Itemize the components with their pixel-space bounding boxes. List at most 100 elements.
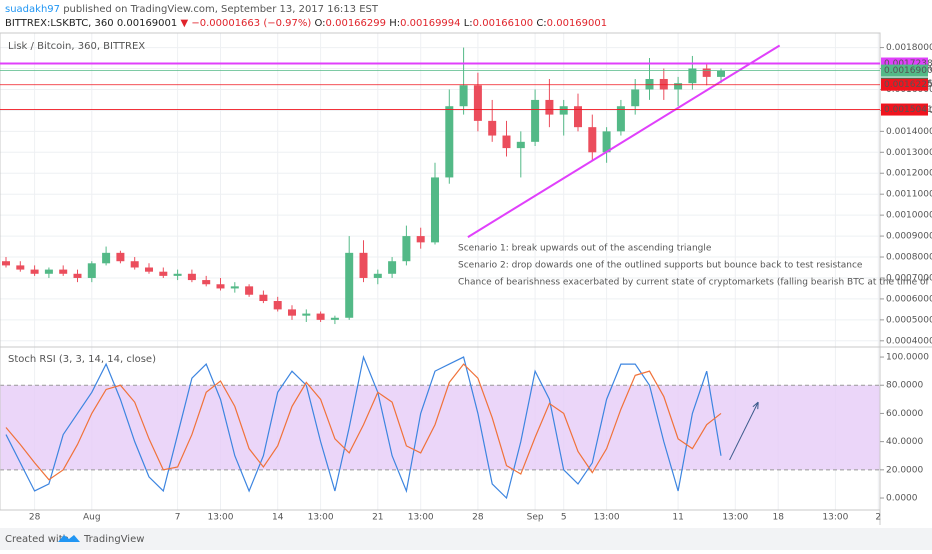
candle-body: [702, 68, 711, 77]
price-box-label: 0.00162259: [884, 80, 932, 90]
ohlc-value: 0.00169994: [400, 18, 460, 29]
candle-body: [187, 273, 196, 281]
candle-body: [73, 273, 82, 278]
stoch-line: [5, 363, 722, 481]
ohlc-label: H:: [389, 18, 400, 29]
stoch-line: [5, 354, 722, 500]
footer-brand[interactable]: TradingView: [83, 534, 144, 545]
candle-body: [145, 267, 153, 272]
x-tick-label: 5: [561, 513, 567, 523]
x-tick-label: 13:00: [208, 513, 234, 523]
x-tick-label: 11: [672, 513, 683, 523]
candle-body: [202, 280, 211, 285]
x-tick-label: 2: [875, 513, 881, 523]
candle-body: [717, 70, 725, 77]
candle-body: [559, 106, 568, 115]
ohlc-label: L:: [464, 18, 473, 29]
x-tick-label: 28: [472, 513, 484, 523]
x-tick-label: 18: [772, 513, 784, 523]
x-tick-label: 7: [175, 513, 181, 523]
x-tick-label: 21: [372, 513, 383, 523]
x-tick-label: 28: [29, 513, 41, 523]
x-tick-label: 13:00: [308, 513, 334, 523]
candle-body: [459, 85, 468, 107]
arrow: [729, 401, 759, 461]
candle-body: [445, 106, 454, 178]
price-box-label: 0.00172381: [884, 59, 932, 69]
x-tick-label: 13:00: [822, 513, 848, 523]
indicator-title: Stoch RSI (3, 3, 14, 14, close): [8, 354, 156, 365]
ohlc-value: 0.00166299: [326, 18, 386, 29]
x-tick-label: Aug: [83, 513, 101, 523]
y-tick-label: 0.0000: [886, 494, 918, 504]
candle-body: [330, 317, 339, 320]
price-box-label: 0.00169001: [884, 66, 932, 76]
x-tick-label: 13:00: [594, 513, 620, 523]
pane-title: Lisk / Bitcoin, 360, BITTREX: [8, 41, 145, 52]
y-tick-label: 80.0000: [886, 381, 923, 391]
price-box: [881, 103, 928, 116]
ohlc-label: O:: [314, 18, 325, 29]
price-box: [881, 78, 928, 91]
candle-body: [659, 78, 668, 90]
published: published on TradingView.com, September …: [63, 4, 379, 15]
price-box-label: 0.00150412: [884, 105, 932, 115]
candle-body: [631, 89, 640, 107]
candle-body: [531, 99, 540, 142]
candle-body: [545, 99, 554, 115]
candle-body: [259, 294, 268, 302]
annotation: Scenario 2: drop dowards one of the outl…: [458, 261, 863, 271]
last-price: 0.00169001: [117, 18, 177, 29]
price-box: [881, 64, 928, 77]
footer-bar: [0, 528, 932, 550]
candle-body: [2, 261, 10, 266]
candle-body: [230, 286, 239, 289]
annotation: Chance of bearishness exacerbated by cur…: [458, 278, 932, 288]
header-line-2: BITTREX:LSKBTC, 360 0.00169001 ▼ −0.0000…: [5, 18, 607, 29]
ohlc-label: C:: [536, 18, 546, 29]
candle-body: [87, 263, 96, 278]
arrow-head: [752, 401, 759, 410]
footer-text: Created with: [5, 534, 69, 545]
candle-body: [44, 269, 53, 274]
candle-body: [102, 252, 111, 264]
candle-body: [488, 120, 497, 136]
candle-body: [574, 106, 582, 128]
y-tick-label: 60.0000: [886, 409, 923, 419]
candle-body: [502, 135, 511, 149]
brand-logo: [58, 535, 80, 542]
candle-body: [373, 273, 382, 278]
x-tick-label: 13:00: [408, 513, 434, 523]
candle-body: [216, 284, 225, 289]
candle-body: [674, 83, 683, 90]
candle-body: [688, 68, 697, 84]
x-tick-label: Sep: [527, 513, 544, 523]
author[interactable]: suadakh97: [5, 4, 60, 15]
candle-body: [416, 236, 425, 243]
x-tick-label: 14: [272, 513, 284, 523]
candle-body: [16, 265, 25, 270]
candle-body: [173, 273, 182, 276]
candle-body: [316, 313, 325, 320]
header-line-1: suadakh97 published on TradingView.com, …: [5, 4, 379, 15]
plot-area: [0, 33, 880, 510]
candle-body: [345, 252, 354, 318]
candle-body: [402, 236, 411, 262]
y-tick-label: 100.0000: [886, 353, 929, 363]
candle-body: [588, 127, 597, 153]
candle-body: [302, 313, 311, 316]
candle-body: [59, 269, 68, 274]
candle-body: [288, 309, 296, 316]
candle-body: [30, 269, 39, 274]
